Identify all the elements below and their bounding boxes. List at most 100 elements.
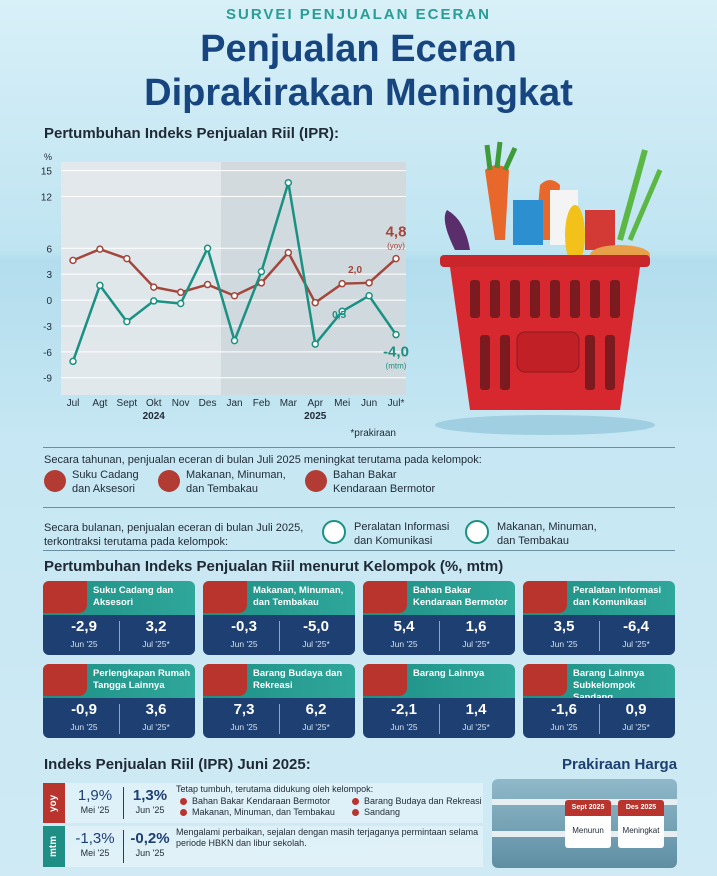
card-separator [119,704,120,734]
chart-note: *prakiraan [350,428,396,439]
x-tick-label: Agt [92,398,107,409]
row-tag: mtm [43,826,65,867]
item-label: Suku Cadang dan Aksesori [72,469,139,495]
point [230,292,239,300]
card-icon [43,664,87,696]
card-value: 5,4 [393,618,415,635]
group-card: Barang Lainnya -2,1 Jun '25 1,4 Jul '25* [363,664,515,738]
y-tick-label: -6 [43,348,52,359]
point [150,297,158,305]
point [123,317,131,326]
point [257,279,266,287]
item-icon [180,809,187,816]
group-card: Makanan, Minuman, dan Tembakau -0,3 Jun '2… [203,581,355,655]
card-period: Jun '25 [390,639,418,649]
divider [43,447,675,448]
row-value: 1,3% [132,787,168,804]
x-tick-label: Mar [280,398,298,409]
card-name: Barang Lainnya Subkelompok Sandang [573,668,645,703]
point [365,292,373,300]
x-tick-label: Jun [361,398,377,409]
card-name: Suku Cadang dan Aksesori [93,585,174,608]
card-name: Barang Budaya dan Rekreasi [253,668,343,691]
card-icon [523,581,567,613]
card-value: -0,3 [231,618,257,635]
card-value: -0,9 [71,701,97,718]
card-value: 0,9 [625,701,647,718]
card-name: Perlengkapan Rumah Tangga Lainnya [93,668,191,691]
group-card: Suku Cadang dan Aksesori -2,9 Jun '25 3,2 Ju… [43,581,195,655]
item-label: Bahan Bakar Kendaraan Bermotor [333,469,436,495]
divider [43,550,675,551]
icon [465,520,489,544]
row-value: -0,2% [130,830,170,847]
card-period: Jul '25* [302,722,330,732]
point [123,254,131,263]
card-value: 3,2 [145,618,167,635]
card-separator [439,621,440,651]
card-value: -2,9 [71,618,97,635]
point [96,281,104,290]
icon [305,470,327,492]
section-title: Indeks Penjualan Riil (IPR) Juni 2025: [44,756,311,773]
item-label: Sandang [364,807,401,817]
card-period: Jun '25 [70,639,98,649]
value-label: 2,0 [348,265,362,276]
card-period: Jul '25* [302,639,330,649]
card-value: 6,2 [305,701,327,718]
point [284,178,293,187]
group-card: Peralatan Informasi dan Komunikasi 3,5 Jun… [523,581,675,655]
card-period: Jul '25* [142,639,170,649]
card-value: -1,6 [551,701,577,718]
card-value: 7,3 [233,701,255,718]
item-icon [352,798,359,805]
point [338,307,346,316]
item-label: Makanan, Minuman, dan Tembakau [186,469,286,495]
x-tick-label: Sept [117,398,138,409]
group-card: Barang Budaya dan Rekreasi 7,3 Jun '25 6,2 J… [203,664,355,738]
point [284,248,293,257]
item-icon [352,809,359,816]
point [69,357,77,366]
line-chart: Pertumbuhan Indeks Penjualan Riil (IPR):… [41,125,409,439]
item-label: Peralatan Informasi dan Komunikasi [354,521,450,547]
calendar-body: Menurun [565,816,611,848]
card-icon [203,581,247,613]
card-value: -2,1 [391,701,417,718]
card-separator [599,704,600,734]
y-tick-label: 3 [46,270,52,281]
item-icon [180,798,187,805]
row-tag: yoy [43,783,65,823]
group-card: Bahan Bakar Kendaraan Bermotor 5,4 Jun '25… [363,581,515,655]
card-period: Jul '25* [622,722,650,732]
row-value: 1,9% [77,787,113,804]
card-value: -5,0 [303,618,329,635]
point [203,244,212,253]
x-tick-label: Jan [226,398,242,409]
section-title: Pertumbuhan Indeks Penjualan Riil menuru… [44,558,504,575]
point [96,245,104,253]
row-period: Jun '25 [135,805,165,815]
point [176,288,185,297]
card-name: Barang Lainnya [413,668,485,679]
basket-illustration [435,141,663,435]
item-label: Makanan, Minuman, dan Tembakau [192,807,335,817]
year-label: 2024 [143,411,166,422]
card-separator [599,621,600,651]
point [365,279,373,287]
card-icon [203,664,247,696]
series-label: (yoy) [387,242,405,251]
card-separator [439,704,440,734]
card-period: Jun '25 [550,722,578,732]
card-icon [363,664,407,696]
period-band [61,162,222,395]
row-text: Tetap tumbuh, terutama didukung oleh kel… [176,784,374,794]
x-tick-label: Jul* [388,398,405,409]
x-tick-label: Jul [67,398,80,409]
group-card: Barang Lainnya Subkelompok Sandang-1,6 Ju… [523,664,675,738]
card-period: Jun '25 [550,639,578,649]
kicker: SURVEI PENJUALAN ECERAN [226,6,491,23]
card-value: 3,6 [145,701,167,718]
card-period: Jun '25 [390,722,418,732]
